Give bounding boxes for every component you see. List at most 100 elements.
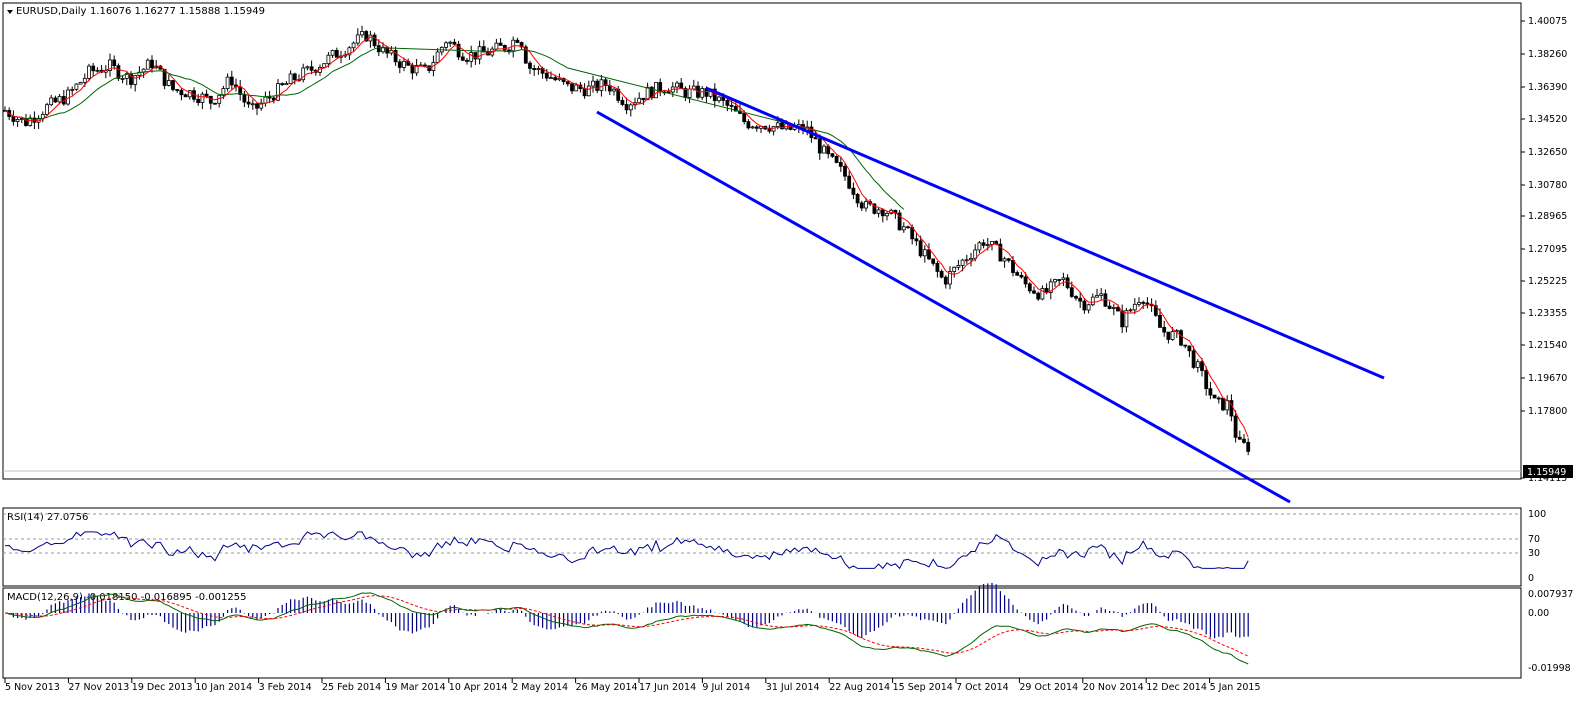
candle-body — [549, 77, 553, 80]
candle-body — [767, 128, 772, 132]
candle-body — [91, 65, 96, 72]
candle-body — [851, 187, 856, 195]
time-tick-label: 31 Jul 2014 — [766, 682, 820, 693]
time-tick-label: 9 Jul 2014 — [702, 682, 750, 693]
candle-body — [238, 86, 243, 95]
time-tick-label: 5 Nov 2013 — [5, 682, 60, 693]
candle-body — [1124, 310, 1129, 328]
dropdown-triangle-icon[interactable] — [7, 10, 13, 14]
time-tick-label: 2 May 2014 — [512, 682, 568, 693]
candle-body — [855, 193, 860, 204]
candle-body — [1233, 415, 1238, 438]
rsi-tick-label: 100 — [1528, 509, 1546, 520]
rsi-panel — [2, 507, 1522, 587]
candle-body — [393, 50, 398, 63]
time-tick-label: 19 Mar 2014 — [385, 682, 445, 693]
time-tick-label: 25 Feb 2014 — [322, 682, 381, 693]
candle-body — [187, 90, 192, 98]
candle-body — [19, 118, 24, 120]
candle-body — [969, 257, 973, 261]
candle-body — [591, 80, 595, 87]
candle-body — [284, 82, 289, 86]
candle-body — [108, 59, 112, 71]
candle-body — [700, 88, 705, 98]
candle-body — [1074, 296, 1078, 299]
ma-slow-line — [4, 47, 905, 210]
candle-body — [74, 83, 79, 90]
candle-body — [582, 88, 587, 97]
candle-body — [1132, 303, 1137, 311]
candle-body — [595, 80, 600, 91]
candle-body — [948, 271, 952, 285]
candle-body — [435, 51, 440, 63]
candle-body — [473, 52, 478, 60]
candle-body — [624, 104, 629, 111]
candle-body — [1208, 388, 1213, 396]
time-tick-label: 29 Oct 2014 — [1019, 682, 1078, 693]
candle-body — [481, 46, 486, 53]
candle-body — [448, 41, 453, 44]
candle-body — [309, 66, 314, 71]
candle-body — [838, 162, 843, 167]
candle-body — [166, 80, 171, 86]
candle-body — [402, 60, 406, 68]
candle-body — [864, 201, 868, 209]
candle-body — [246, 101, 251, 105]
candle-body — [746, 121, 751, 129]
candle-body — [53, 97, 58, 103]
candle-body — [544, 72, 549, 79]
candle-body — [1216, 397, 1221, 400]
candle-body — [1002, 258, 1007, 262]
candle-body — [914, 238, 919, 242]
candle-body — [1040, 288, 1045, 300]
candle-body — [213, 102, 217, 105]
candle-body — [305, 66, 310, 69]
candle-body — [45, 104, 49, 115]
macd-histogram — [8, 582, 1249, 639]
candle-body — [927, 249, 931, 260]
candle-body — [822, 145, 826, 154]
candle-body — [717, 96, 721, 102]
candle-body — [775, 122, 780, 127]
candle-body — [1086, 304, 1091, 311]
candle-body — [502, 44, 507, 51]
candle-body — [1015, 272, 1020, 276]
candle-body — [939, 271, 944, 278]
candle-body — [1137, 301, 1141, 305]
time-tick-label: 26 May 2014 — [576, 682, 638, 693]
candle-body — [754, 126, 759, 129]
candle-body — [1191, 350, 1196, 368]
candle-body — [834, 155, 839, 163]
candle-body — [1246, 441, 1251, 452]
time-tick-label: 15 Sep 2014 — [893, 682, 953, 693]
candle-body — [977, 242, 982, 251]
candle-body — [528, 62, 532, 69]
macd-line — [4, 592, 1249, 665]
candle-body — [1090, 296, 1095, 306]
candle-body — [1048, 281, 1053, 293]
candle-body — [112, 59, 117, 67]
candle-body — [1078, 297, 1083, 302]
channel-lower-line[interactable] — [596, 110, 1291, 504]
channel-upper-line[interactable] — [705, 86, 1385, 380]
candle-body — [78, 81, 83, 85]
candle-body — [1204, 370, 1209, 390]
candle-body — [620, 99, 625, 105]
candle-body — [124, 73, 129, 79]
candle-body — [1120, 310, 1125, 328]
candle-body — [57, 96, 62, 103]
macd-tick-label: 0.00 — [1528, 608, 1549, 619]
candle-body — [330, 49, 335, 56]
candle-body — [603, 79, 608, 86]
time-tick-label: 10 Apr 2014 — [449, 682, 508, 693]
rsi-axis: 100 70 30 0 — [1528, 509, 1546, 584]
candle-body — [931, 258, 936, 264]
candle-body — [880, 209, 885, 217]
time-tick-label: 19 Dec 2013 — [132, 682, 193, 693]
candle-body — [322, 63, 327, 68]
candle-body — [750, 126, 755, 129]
candle-body — [66, 89, 70, 105]
candle-body — [381, 46, 385, 53]
rsi-label: RSI(14) 27.0756 — [7, 512, 88, 523]
